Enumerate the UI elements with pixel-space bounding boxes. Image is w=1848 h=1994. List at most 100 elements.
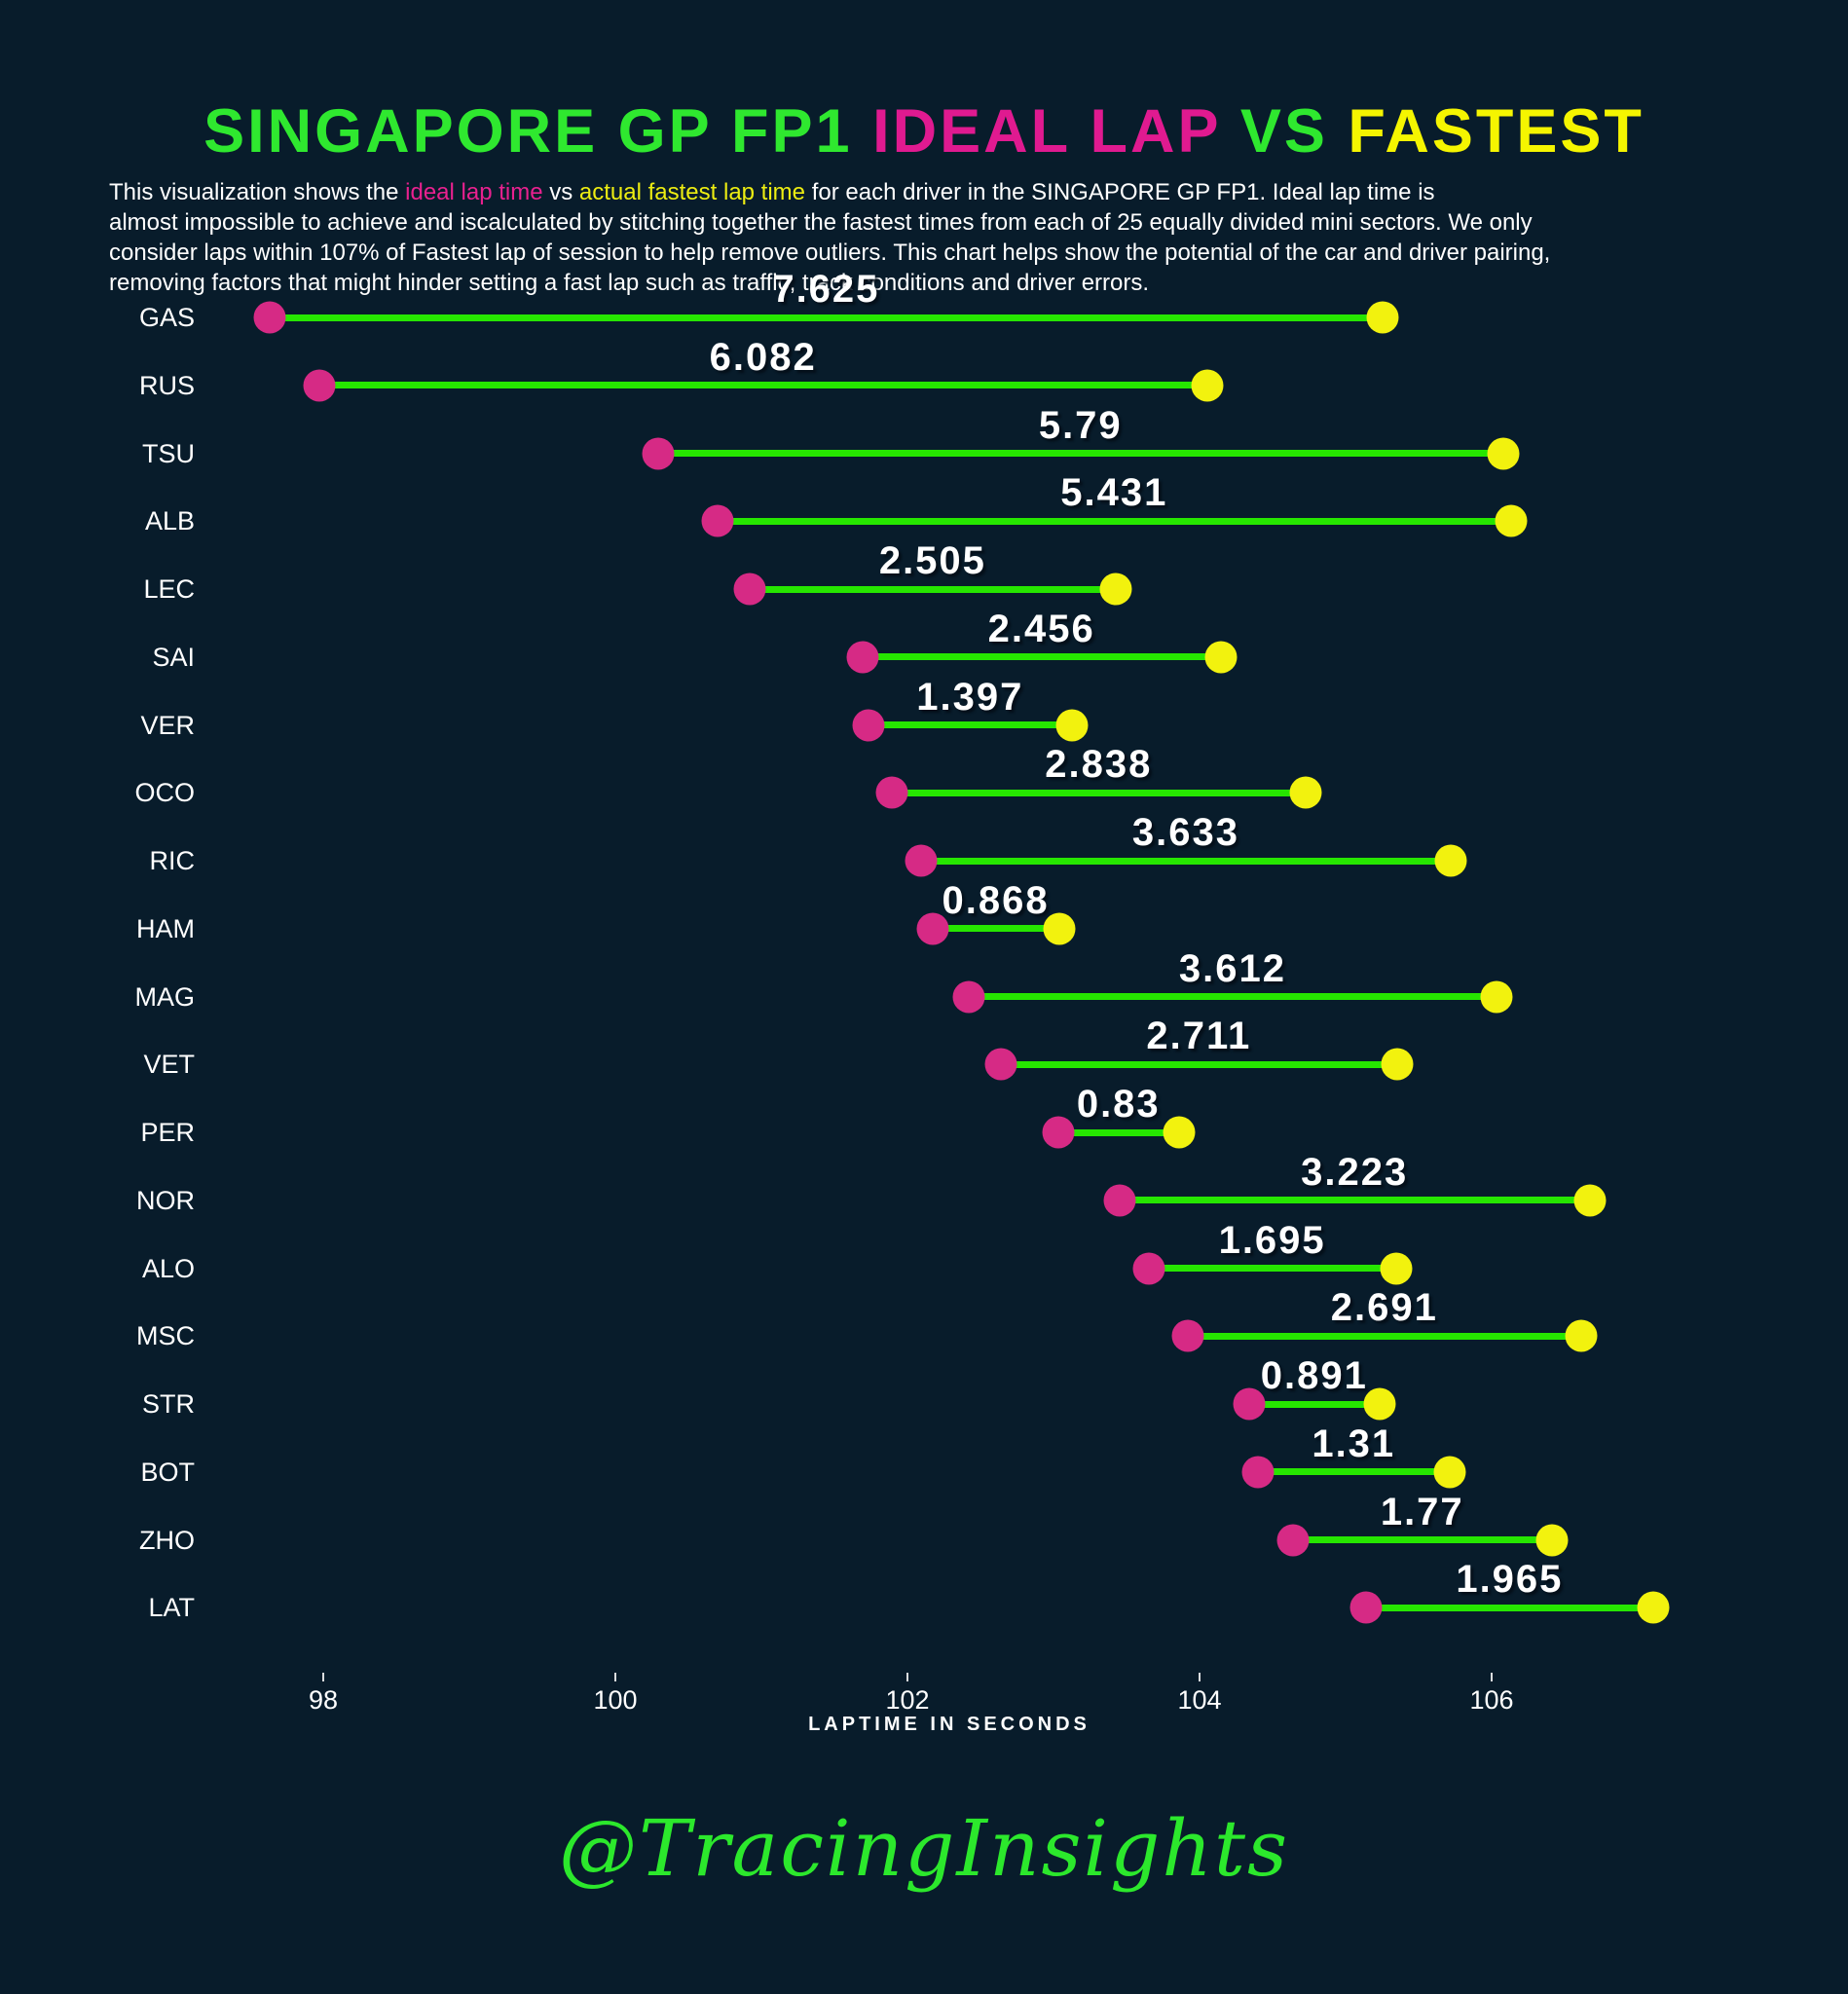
title-segment: SINGAPORE GP FP1: [203, 97, 873, 166]
driver-label: SAI: [152, 642, 195, 672]
ideal-lap-dot: [852, 709, 884, 741]
delta-label: 6.082: [709, 335, 817, 379]
driver-label: MAG: [134, 981, 195, 1012]
x-axis-title: LAPTIME IN SECONDS: [808, 1714, 1090, 1735]
subtitle-segment: This visualization shows the: [109, 179, 406, 205]
fastest-lap-dot: [1480, 980, 1513, 1013]
driver-label: OCO: [134, 778, 195, 808]
dumbbell-line: [891, 789, 1307, 796]
subtitle-segment: for each driver in the SINGAPORE GP FP1.…: [109, 179, 1551, 296]
ideal-lap-dot: [1171, 1319, 1204, 1352]
driver-label: ALO: [141, 1253, 195, 1283]
dumbbell-line: [920, 857, 1452, 865]
ideal-lap-dot: [905, 844, 937, 877]
driver-label: MSC: [136, 1321, 195, 1351]
dumbbell-line: [318, 382, 1207, 389]
driver-label: RUS: [138, 370, 195, 400]
dumbbell-line: [932, 925, 1059, 933]
dumbbell-line: [718, 517, 1511, 525]
fastest-lap-dot: [1099, 572, 1132, 606]
fastest-lap-dot: [1380, 1252, 1413, 1284]
ideal-lap-dot: [952, 980, 985, 1013]
driver-label: PER: [140, 1118, 195, 1147]
fastest-lap-dot: [1573, 1184, 1607, 1217]
delta-label: 1.31: [1312, 1422, 1396, 1465]
delta-label: 1.77: [1380, 1490, 1464, 1533]
dumbbell-line: [657, 450, 1503, 457]
x-axis-tick-label: 102: [885, 1685, 930, 1715]
fastest-lap-dot: [1043, 912, 1076, 945]
title-segment: FASTEST: [1348, 97, 1645, 166]
ideal-lap-dot: [303, 369, 335, 402]
driver-label: STR: [142, 1389, 195, 1419]
dumbbell-line: [1293, 1536, 1552, 1543]
fastest-lap-dot: [1289, 776, 1322, 809]
driver-label: BOT: [140, 1457, 195, 1487]
driver-label: TSU: [142, 438, 195, 468]
fastest-lap-dot: [1163, 1116, 1196, 1149]
delta-label: 1.397: [916, 675, 1024, 719]
fastest-lap-dot: [1495, 504, 1528, 537]
fastest-lap-dot: [1366, 301, 1399, 334]
delta-label: 1.695: [1218, 1218, 1326, 1262]
delta-label: 0.83: [1076, 1083, 1161, 1126]
fastest-lap-dot: [1535, 1524, 1568, 1556]
x-axis-tick-mark: [906, 1673, 908, 1681]
x-axis-tick-mark: [1199, 1673, 1201, 1681]
driver-label: VER: [140, 710, 195, 740]
subtitle-segment: actual fastest lap time: [578, 179, 806, 205]
delta-label: 2.711: [1146, 1015, 1252, 1058]
title-segment: VS: [1239, 97, 1349, 166]
signature-watermark: @TracingInsights: [558, 1803, 1290, 1894]
subtitle-segment: ideal lap time: [405, 179, 543, 205]
ideal-lap-dot: [875, 776, 907, 809]
dumbbell-line: [1057, 1128, 1179, 1136]
delta-label: 5.79: [1038, 403, 1123, 447]
dumbbell-line: [1001, 1060, 1397, 1068]
fastest-lap-dot: [1433, 1456, 1465, 1489]
fastest-lap-dot: [1565, 1319, 1598, 1352]
driver-label: VET: [143, 1050, 195, 1080]
driver-label: ZHO: [139, 1525, 195, 1555]
x-axis-tick-label: 100: [593, 1685, 638, 1715]
ideal-lap-dot: [1132, 1252, 1164, 1284]
delta-label: 3.633: [1131, 811, 1240, 854]
fastest-lap-dot: [1434, 844, 1467, 877]
ideal-lap-dot: [916, 912, 948, 945]
driver-label: RIC: [149, 846, 196, 875]
x-axis-tick-mark: [614, 1673, 616, 1681]
dumbbell-line: [1366, 1604, 1653, 1611]
dumbbell-line: [269, 314, 1384, 321]
ideal-lap-dot: [701, 504, 734, 537]
ideal-lap-dot: [733, 572, 766, 606]
chart-title: SINGAPORE GP FP1 IDEAL LAP VS FASTEST: [0, 88, 1848, 175]
ideal-lap-dot: [1042, 1116, 1074, 1149]
driver-label: ALB: [144, 506, 195, 536]
driver-label: HAM: [136, 913, 195, 943]
ideal-lap-dot: [1276, 1524, 1310, 1556]
delta-label: 2.505: [878, 539, 986, 582]
delta-label: 3.612: [1178, 946, 1286, 990]
delta-label: 3.223: [1301, 1150, 1409, 1194]
driver-label: NOR: [136, 1185, 195, 1215]
x-axis-tick-mark: [1491, 1673, 1493, 1681]
delta-label: 7.625: [772, 268, 880, 311]
dumbbell-line: [868, 721, 1073, 728]
ideal-lap-dot: [984, 1048, 1017, 1081]
driver-label: LEC: [143, 574, 195, 604]
dumbbell-line: [1258, 1468, 1450, 1476]
fastest-lap-dot: [1381, 1048, 1414, 1081]
ideal-lap-dot: [1349, 1591, 1383, 1624]
delta-label: 1.965: [1456, 1558, 1564, 1602]
fastest-lap-dot: [1637, 1591, 1670, 1624]
delta-label: 5.431: [1060, 471, 1168, 515]
ideal-lap-dot: [1241, 1456, 1275, 1489]
ideal-lap-dot: [642, 437, 674, 469]
x-axis-tick-label: 106: [1469, 1685, 1514, 1715]
ideal-lap-dot: [253, 301, 285, 334]
x-axis-tick-mark: [322, 1673, 324, 1681]
dumbbell-line: [969, 993, 1497, 1000]
dumbbell-line: [750, 585, 1116, 593]
ideal-lap-dot: [1103, 1184, 1135, 1217]
